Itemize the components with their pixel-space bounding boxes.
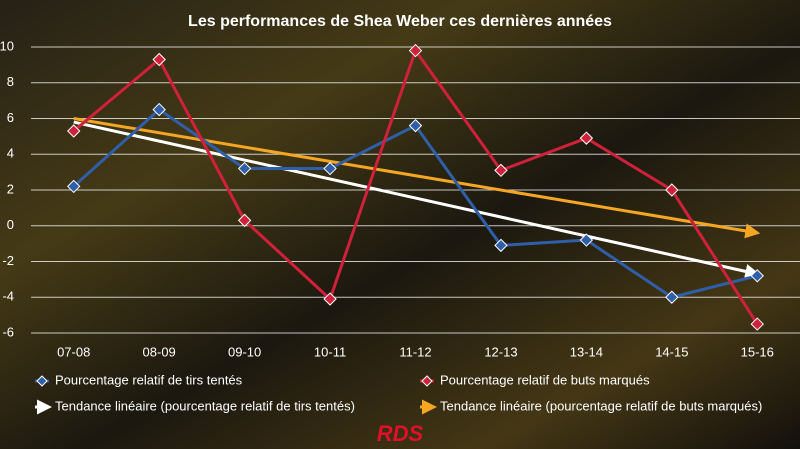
x-tick-label: 09-10 <box>228 344 261 359</box>
logo: RDS <box>377 421 424 446</box>
legend-label: Pourcentage relatif de tirs tentés <box>55 372 243 387</box>
x-tick-label: 12-13 <box>484 344 517 359</box>
data-point <box>323 161 337 176</box>
y-tick-label: -4 <box>2 289 14 304</box>
chart-title: Les performances de Shea Weber ces derni… <box>188 13 612 30</box>
data-point <box>67 124 81 138</box>
data-point <box>750 317 764 331</box>
x-tick-label: 08-09 <box>143 344 176 359</box>
y-tick-label: 6 <box>7 110 14 125</box>
legend-label: Tendance linéaire (pourcentage relatif d… <box>440 398 762 413</box>
data-point <box>67 179 81 194</box>
data-point <box>152 102 166 117</box>
data-point <box>579 131 594 145</box>
x-tick-label: 07-08 <box>57 344 90 359</box>
x-tick-label: 10-11 <box>314 344 346 359</box>
y-tick-label: -6 <box>2 324 14 339</box>
y-tick-label: 0 <box>7 217 14 232</box>
legend-swatch <box>421 375 433 387</box>
data-point <box>323 292 337 306</box>
data-point <box>750 269 764 283</box>
y-tick-label: 10 <box>0 38 14 53</box>
data-point <box>237 161 252 176</box>
x-tick-label: 15-16 <box>741 344 774 359</box>
x-tick-label: 11-12 <box>399 344 431 359</box>
legend-swatch <box>36 375 48 387</box>
data-point <box>494 238 508 253</box>
y-tick-label: 8 <box>7 74 14 89</box>
legend-label: Tendance linéaire (pourcentage relatif d… <box>55 398 355 413</box>
data-point <box>152 52 166 67</box>
data-point <box>579 233 594 247</box>
data-point <box>408 118 423 133</box>
y-tick-label: 4 <box>7 146 14 161</box>
data-point <box>408 43 423 58</box>
data-point <box>237 213 252 228</box>
y-tick-label: 2 <box>7 181 14 196</box>
legend-label: Pourcentage relatif de buts marqués <box>440 372 650 387</box>
y-tick-label: -2 <box>2 253 14 268</box>
x-tick-label: 13-14 <box>570 344 603 359</box>
data-point <box>494 163 508 178</box>
data-point <box>665 183 679 197</box>
data-point <box>665 290 679 304</box>
trend-line <box>73 117 761 239</box>
trend-line <box>73 120 761 279</box>
x-tick-label: 14-15 <box>655 344 688 359</box>
